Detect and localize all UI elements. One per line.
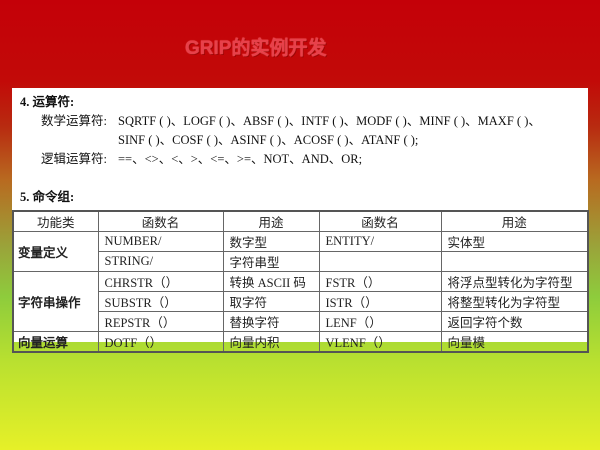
table-cell: NUMBER/	[97, 231, 224, 252]
table-cell: ENTITY/	[318, 231, 442, 252]
header-cell: 函数名	[97, 210, 224, 232]
math-operators-line2: SINF ( )、COSF ( )、ASINF ( )、ACOSF ( )、AT…	[118, 133, 419, 147]
table-cell: 返回字符个数	[440, 311, 589, 332]
table-cell: 向量模	[440, 331, 589, 353]
table-cell: REPSTR（）	[97, 311, 224, 332]
slide-title: GRIP的实例开发	[185, 38, 327, 59]
table-row: 向量运算 DOTF（） 向量内积 VLENF（） 向量模	[12, 331, 589, 353]
table-cell: STRING/	[97, 251, 224, 272]
category-cell: 向量运算	[12, 331, 99, 353]
category-cell: 字符串操作	[12, 271, 99, 332]
table-row: 变量定义 NUMBER/ 数字型 ENTITY/ 实体型	[12, 231, 589, 272]
section-5-heading: 5. 命令组:	[20, 190, 75, 204]
table-cell: 向量内积	[222, 331, 320, 353]
table-cell: SUBSTR（）	[97, 291, 224, 312]
logic-operators-label: 逻辑运算符:	[41, 152, 107, 166]
command-table: 功能类 函数名 用途 函数名 用途 变量定义 NUMBER/ 数字型 ENTIT…	[12, 210, 589, 353]
table-cell: DOTF（）	[97, 331, 224, 353]
table-row: 字符串操作 CHRSTR（） 转换 ASCII 码 FSTR（） 将浮点型转化为…	[12, 271, 589, 332]
section-4-heading: 4. 运算符:	[20, 95, 75, 109]
table-cell: 取字符	[222, 291, 320, 312]
table-cell: FSTR（）	[318, 271, 442, 292]
table-cell: 转换 ASCII 码	[222, 271, 320, 292]
table-row: STRING/ 字符串型	[13, 251, 589, 272]
header-cell: 函数名	[318, 210, 442, 232]
math-operators-label: 数学运算符:	[41, 114, 107, 128]
table-cell: 字符串型	[222, 251, 320, 272]
table-cell: 数字型	[222, 231, 320, 252]
table-cell: 将浮点型转化为字符型	[440, 271, 589, 292]
table-cell: 将整型转化为字符型	[440, 291, 589, 312]
table-cell	[440, 251, 589, 272]
table-cell: LENF（）	[318, 311, 442, 332]
math-operators-line1: SQRTF ( )、LOGF ( )、ABSF ( )、INTF ( )、MOD…	[118, 114, 541, 128]
header-cell: 用途	[440, 210, 589, 232]
table-cell: 替换字符	[222, 311, 320, 332]
category-cell: 变量定义	[12, 231, 99, 272]
table-cell: 实体型	[440, 231, 589, 252]
table-cell: CHRSTR（）	[97, 271, 224, 292]
table-row: SUBSTR（） 取字符 ISTR（） 将整型转化为字符型	[13, 291, 589, 312]
table-cell: ISTR（）	[318, 291, 442, 312]
table-row: REPSTR（） 替换字符 LENF（） 返回字符个数	[13, 311, 589, 332]
table-cell: VLENF（）	[318, 331, 442, 353]
table-header-row: 功能类 函数名 用途 函数名 用途	[12, 210, 589, 232]
header-cell: 功能类	[12, 210, 99, 232]
table-cell	[318, 251, 442, 272]
header-cell: 用途	[222, 210, 320, 232]
logic-operators-line: ==、<>、<、>、<=、>=、NOT、AND、OR;	[118, 152, 363, 166]
